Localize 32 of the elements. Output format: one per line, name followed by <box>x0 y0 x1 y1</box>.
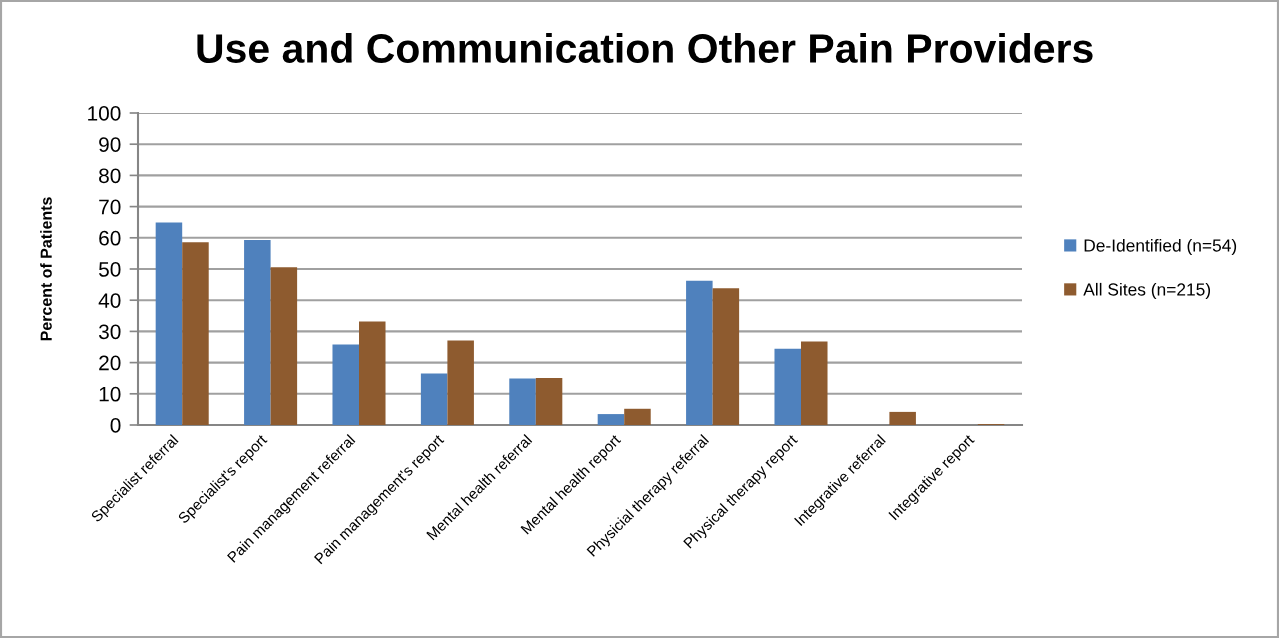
y-axis-title: Percent of Patients <box>40 197 52 341</box>
chart-title: Use and Communication Other Pain Providers <box>197 32 1093 63</box>
y-tick-label: 0 <box>110 418 121 433</box>
y-tick-label: 80 <box>99 168 121 184</box>
bar <box>535 377 563 425</box>
legend-label: All Sites (n=215) <box>1083 282 1211 300</box>
bar <box>686 280 713 425</box>
bar <box>447 340 474 425</box>
y-tick-label: 10 <box>99 386 121 402</box>
bar <box>774 348 801 425</box>
bar <box>889 411 916 425</box>
y-tick-label: 30 <box>98 324 121 340</box>
y-tick-label: 20 <box>99 355 121 371</box>
y-tick-label: 50 <box>99 262 121 277</box>
bar <box>801 341 828 425</box>
y-tick-label: 100 <box>88 106 121 121</box>
y-tick-label: 70 <box>99 199 121 215</box>
bar <box>359 321 386 425</box>
bar <box>155 222 183 425</box>
bar <box>712 288 740 425</box>
bar <box>597 414 625 425</box>
bar <box>182 242 209 425</box>
bar <box>270 267 298 425</box>
bar <box>509 378 536 425</box>
bar <box>244 239 271 425</box>
y-tick-label: 90 <box>99 137 121 152</box>
legend-label: De-Identified (n=54) <box>1084 238 1237 256</box>
y-tick-label: 60 <box>99 230 121 246</box>
bar <box>624 408 651 425</box>
bar <box>332 344 359 425</box>
y-tick-label: 40 <box>98 293 121 308</box>
bar <box>420 373 448 425</box>
